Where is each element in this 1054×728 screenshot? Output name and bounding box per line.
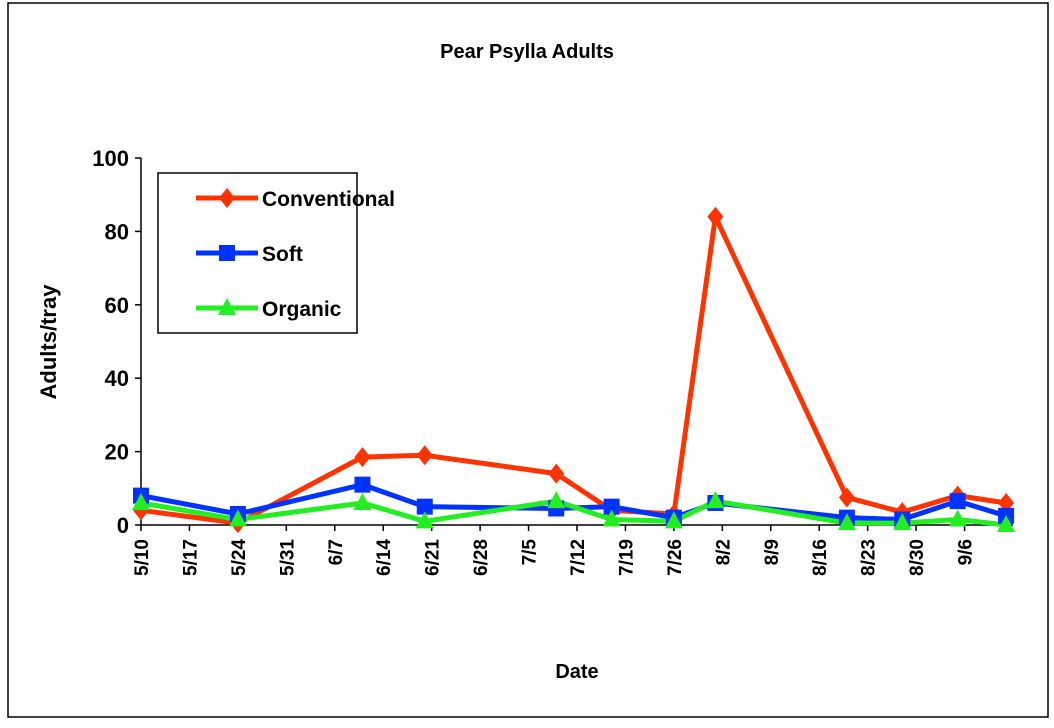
marker	[219, 188, 235, 208]
marker	[416, 498, 433, 515]
marker	[547, 491, 566, 509]
y-tick-label: 60	[105, 293, 129, 318]
marker	[603, 498, 620, 515]
marker	[416, 445, 433, 466]
marker	[415, 511, 434, 529]
x-tick-label: 5/10	[132, 539, 153, 576]
x-axis-label: Date	[555, 661, 598, 683]
legend-label: Soft	[262, 243, 303, 266]
y-axis-label: Adults/tray	[36, 284, 61, 400]
legend-label: Conventional	[262, 188, 395, 211]
y-tick-label: 20	[105, 440, 129, 465]
x-tick-label: 7/26	[665, 539, 686, 576]
x-tick-label: 7/5	[520, 539, 541, 566]
marker	[838, 487, 855, 508]
marker	[948, 509, 967, 527]
marker	[219, 245, 235, 261]
x-tick-label: 6/7	[326, 539, 347, 565]
marker	[602, 509, 621, 527]
x-tick-label: 5/31	[277, 539, 298, 576]
series-line	[140, 482, 1007, 522]
chart-title: Pear Psylla Adults	[440, 41, 614, 63]
x-tick-label: 8/16	[810, 539, 831, 576]
x-tick-label: 5/24	[229, 539, 250, 576]
marker	[354, 447, 371, 468]
y-tick-label: 100	[92, 146, 129, 171]
y-tick-label: 0	[117, 513, 129, 538]
x-tick-label: 7/12	[568, 539, 589, 576]
marker	[218, 298, 236, 315]
y-tick-label: 80	[105, 219, 129, 244]
x-tick-label: 8/30	[907, 539, 928, 576]
marker	[997, 515, 1016, 532]
x-tick-label: 8/23	[859, 539, 880, 576]
marker	[707, 206, 724, 227]
marker	[354, 476, 371, 493]
marker	[706, 491, 725, 509]
marker	[228, 509, 247, 527]
x-tick-label: 7/19	[616, 539, 637, 576]
chart-frame	[7, 2, 1049, 718]
marker	[893, 513, 912, 531]
marker	[353, 492, 372, 510]
x-tick-label: 6/21	[423, 539, 444, 576]
marker	[664, 511, 683, 529]
marker	[837, 513, 856, 531]
x-tick-label: 6/14	[374, 539, 395, 576]
legend-label: Organic	[262, 298, 342, 321]
marker	[132, 492, 150, 510]
x-tick-label: 8/9	[762, 539, 783, 565]
x-tick-label: 8/2	[713, 539, 734, 565]
x-tick-label: 6/28	[471, 539, 492, 576]
x-tick-label: 5/17	[180, 539, 201, 576]
y-tick-label: 40	[105, 366, 129, 391]
x-tick-label: 9/6	[956, 539, 977, 565]
marker	[949, 493, 966, 510]
series-line	[140, 498, 1007, 528]
marker	[548, 463, 565, 484]
